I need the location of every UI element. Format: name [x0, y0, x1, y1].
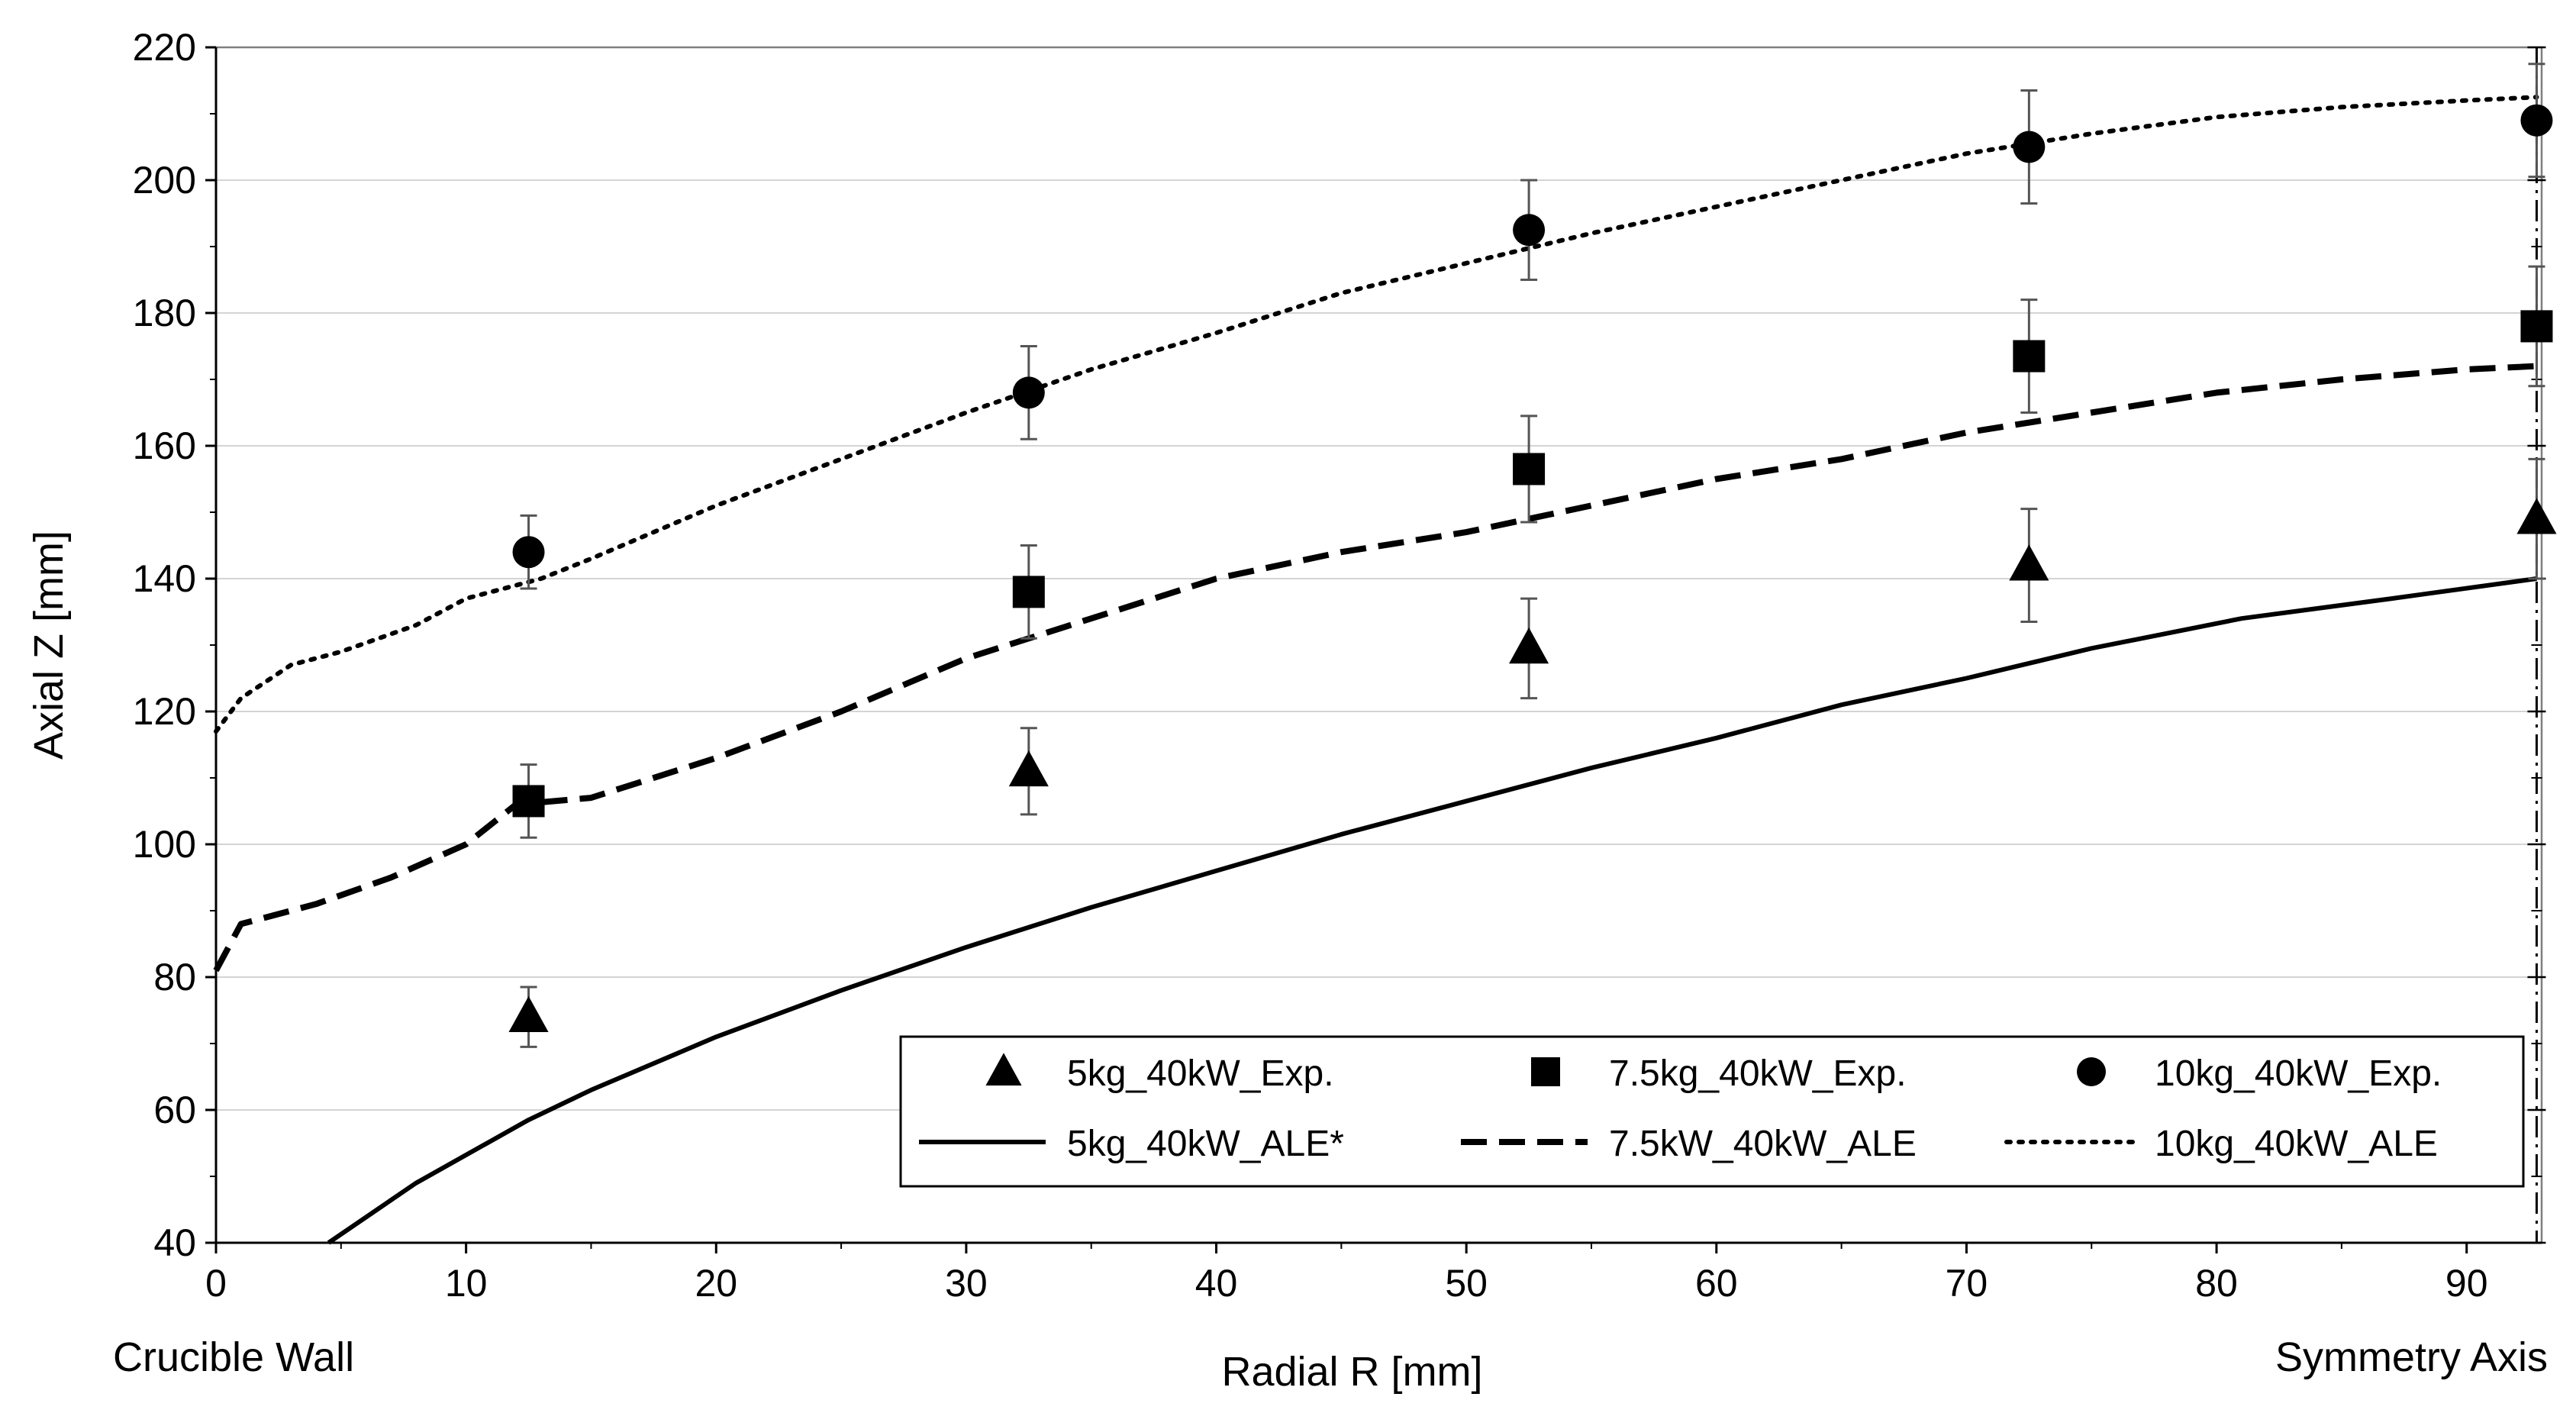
data-point-circle — [2013, 131, 2046, 163]
y-tick-label: 80 — [153, 956, 196, 998]
data-point-square — [2013, 340, 2046, 373]
y-tick-label: 160 — [133, 424, 196, 467]
y-tick-label: 40 — [153, 1221, 196, 1264]
legend-label: 7.5kW_40kW_ALE — [1609, 1124, 1917, 1164]
legend-marker-triangle — [985, 1053, 1022, 1086]
y-tick-label: 180 — [133, 292, 196, 334]
x-tick-label: 30 — [945, 1262, 988, 1305]
data-point-circle — [2520, 104, 2553, 137]
data-point-triangle — [1509, 627, 1549, 664]
series-layer — [213, 63, 2557, 1245]
data-point-square — [2520, 310, 2553, 343]
x-tick-label: 40 — [1195, 1262, 1238, 1305]
x-tick-label: 60 — [1695, 1262, 1738, 1305]
legend-label: 7.5kg_40kW_Exp. — [1609, 1053, 1907, 1094]
x-tick-label: 80 — [2195, 1262, 2238, 1305]
legend-box — [899, 1035, 2525, 1188]
data-point-triangle — [2009, 544, 2049, 581]
y-tick-label: 120 — [133, 690, 196, 733]
legend-label: 10kg_40kW_ALE — [2155, 1124, 2438, 1164]
data-point-circle — [1513, 214, 1546, 247]
y-tick-label: 140 — [133, 557, 196, 600]
data-point-triangle — [2516, 498, 2557, 534]
grid-lines — [216, 47, 2542, 1111]
series-line-solid — [327, 576, 2537, 1245]
y-tick-label: 100 — [133, 823, 196, 866]
y-tick-label: 200 — [133, 159, 196, 202]
legend: 5kg_40kW_Exp. 7.5kg_40kW_Exp. 10kg_40kW_Ex… — [899, 1035, 2525, 1188]
crucible-wall-label: Crucible Wall — [113, 1334, 354, 1380]
x-tick-label: 0 — [205, 1262, 227, 1305]
x-tick-label: 20 — [695, 1262, 737, 1305]
y-tick-label: 60 — [153, 1089, 196, 1131]
data-point-square — [512, 785, 545, 818]
axes: 40 60 80 100 120 140 160 180 200 220 0 10 20 30 40 50 60… — [133, 26, 2546, 1305]
x-tick-label: 10 — [445, 1262, 488, 1305]
data-point-circle — [512, 536, 545, 569]
x-tick-label: 70 — [1946, 1262, 1988, 1305]
x-axis-title: Radial R [mm] — [1221, 1349, 1482, 1395]
symmetry-axis-label: Symmetry Axis — [2275, 1334, 2548, 1380]
data-point-circle — [1012, 376, 1045, 409]
legend-label: 5kg_40kW_ALE* — [1067, 1124, 1344, 1164]
x-tick-label: 90 — [2445, 1262, 2488, 1305]
series-line-dotted — [214, 95, 2539, 734]
data-point-square — [1513, 453, 1546, 486]
legend-label: 10kg_40kW_Exp. — [2155, 1053, 2442, 1094]
y-axis-title: Axial Z [mm] — [26, 531, 72, 760]
legend-marker-circle — [2077, 1057, 2106, 1086]
x-tick-label: 50 — [1445, 1262, 1488, 1305]
data-point-triangle — [1008, 750, 1049, 787]
series-line-dashed — [213, 363, 2537, 973]
y-tick-label: 220 — [133, 26, 196, 69]
data-point-square — [1012, 576, 1045, 608]
legend-marker-square — [1531, 1057, 1560, 1086]
legend-label: 5kg_40kW_Exp. — [1067, 1053, 1334, 1094]
data-point-triangle — [508, 995, 549, 1033]
